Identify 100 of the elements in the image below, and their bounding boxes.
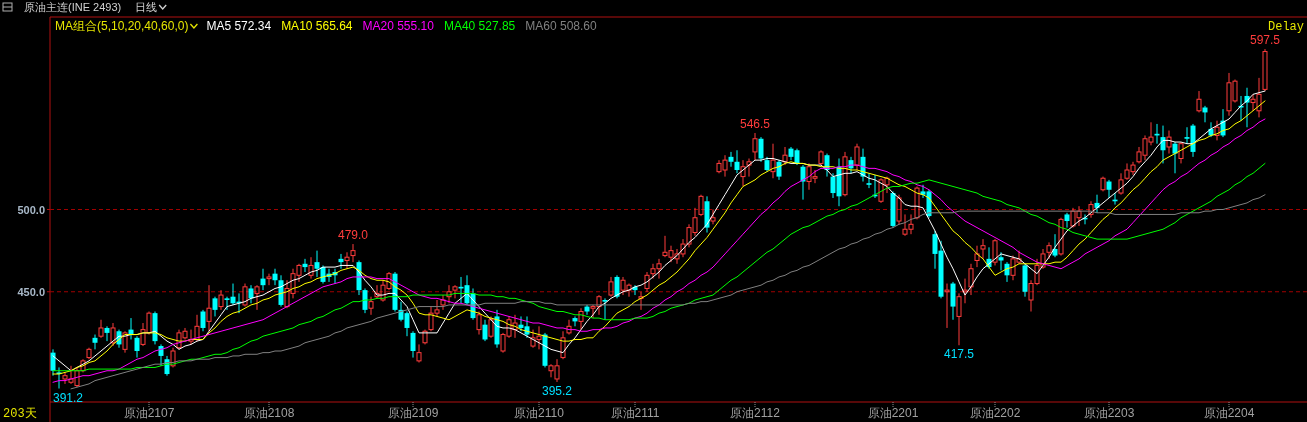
candlestick <box>566 319 572 336</box>
candlestick <box>446 284 452 304</box>
candlestick <box>122 330 128 354</box>
candlestick <box>728 151 734 168</box>
candlestick <box>188 329 194 345</box>
candlestick <box>272 268 278 286</box>
candlestick <box>1166 130 1172 155</box>
candlestick <box>1046 241 1052 260</box>
annotation: 391.2 <box>52 390 84 405</box>
candlestick <box>266 273 272 286</box>
candlestick <box>776 159 782 181</box>
candlestick <box>956 292 962 346</box>
annotation: 546.5 <box>739 116 771 131</box>
candlestick <box>1064 212 1070 229</box>
x-tick-label: 原油2202 <box>969 406 1021 420</box>
annotation: 395.2 <box>541 383 573 398</box>
candlestick <box>242 283 248 308</box>
text: MA40 527.85 <box>443 19 516 33</box>
chart-subtitle: 日线 <box>135 1 158 13</box>
candlestick <box>950 281 956 321</box>
candlestick <box>410 330 416 359</box>
candlestick <box>752 132 758 161</box>
candlestick <box>980 238 986 260</box>
candlestick <box>770 143 776 179</box>
candlestick <box>758 136 764 163</box>
annotation: 597.5 <box>1249 33 1281 48</box>
candlestick <box>260 268 266 291</box>
candlestick <box>422 329 428 345</box>
candlestick <box>92 334 98 350</box>
candlestick <box>998 251 1004 271</box>
candlestick <box>302 258 308 273</box>
candlestick <box>992 238 998 266</box>
candlestick <box>362 287 368 314</box>
candlestick <box>80 358 86 373</box>
text: MA60 508.60 <box>525 19 598 33</box>
annotation: 417.5 <box>943 347 975 362</box>
candlestick <box>740 159 746 187</box>
candlestick <box>338 253 344 270</box>
candlestick <box>638 291 644 311</box>
candlestick <box>962 278 968 304</box>
candlestick <box>746 158 752 178</box>
text: 203天 <box>3 407 37 421</box>
candlestick <box>896 194 902 225</box>
text: MA5 572.34 <box>206 19 272 33</box>
x-tick-label: 原油2203 <box>1083 406 1135 420</box>
candlestick <box>452 284 458 299</box>
candlestick <box>482 319 488 342</box>
chart-title: 原油主连(INE 2493) <box>24 1 122 13</box>
candlestick <box>734 149 740 174</box>
candlestick <box>560 330 566 360</box>
x-tick-label: 原油2108 <box>243 406 295 420</box>
candlestick <box>974 245 980 268</box>
candlestick <box>350 243 356 263</box>
x-tick-label: 原油2110 <box>514 406 565 420</box>
candlestick <box>488 315 494 339</box>
x-tick-label: 原油2201 <box>867 406 919 420</box>
candlestick <box>614 274 620 299</box>
candlestick <box>134 335 140 359</box>
x-tick-label: 原油2204 <box>1203 406 1255 420</box>
candlestick <box>644 271 650 293</box>
candlestick <box>440 294 446 311</box>
x-tick-label: 原油2112 <box>730 406 781 420</box>
candlestick <box>1118 172 1124 196</box>
candlestick <box>104 325 110 342</box>
candlestick <box>212 296 218 317</box>
x-tick-label: 原油2111 <box>610 406 660 420</box>
candlestick <box>98 319 104 339</box>
candlestick <box>1100 176 1106 192</box>
y-tick-label: 450.0 <box>17 285 45 298</box>
candlestick <box>842 151 848 197</box>
candlestick <box>170 347 176 368</box>
x-tick-label: 原油2107 <box>123 406 175 420</box>
candlestick <box>344 251 350 270</box>
text: MA10 565.64 <box>281 19 353 33</box>
candlestick <box>416 343 422 364</box>
candlestick <box>314 250 320 278</box>
candlestick <box>710 209 716 225</box>
candlestick <box>200 309 206 332</box>
candlestick <box>1106 179 1112 199</box>
candlestick <box>308 256 314 280</box>
candlestick <box>218 289 224 311</box>
candlestick <box>800 164 806 201</box>
candlestick <box>1202 105 1208 123</box>
candlestick <box>572 315 578 327</box>
candlestick <box>1052 233 1058 258</box>
candlestick <box>866 172 872 189</box>
text: MA20 555.10 <box>362 19 435 33</box>
candlestick <box>608 276 614 298</box>
candlestick <box>254 284 260 311</box>
candlestick <box>968 263 974 296</box>
candlestick <box>248 284 254 304</box>
candlestick <box>854 143 860 171</box>
candlestick <box>1088 200 1094 219</box>
candlestick <box>782 146 788 166</box>
candlestick <box>1172 141 1178 174</box>
x-tick-label: 原油2109 <box>387 406 439 420</box>
y-tick-label: 500.0 <box>17 203 45 216</box>
candlestick <box>1214 120 1220 141</box>
legend-title: MA组合(5,10,20,40,60,0) <box>55 19 189 33</box>
candlestick <box>206 284 212 332</box>
